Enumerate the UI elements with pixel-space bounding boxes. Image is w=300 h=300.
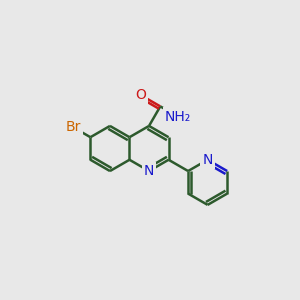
Text: N: N bbox=[202, 153, 213, 167]
Text: Br: Br bbox=[65, 120, 80, 134]
Text: O: O bbox=[135, 88, 146, 102]
Text: NH₂: NH₂ bbox=[165, 110, 191, 124]
Text: N: N bbox=[144, 164, 154, 178]
